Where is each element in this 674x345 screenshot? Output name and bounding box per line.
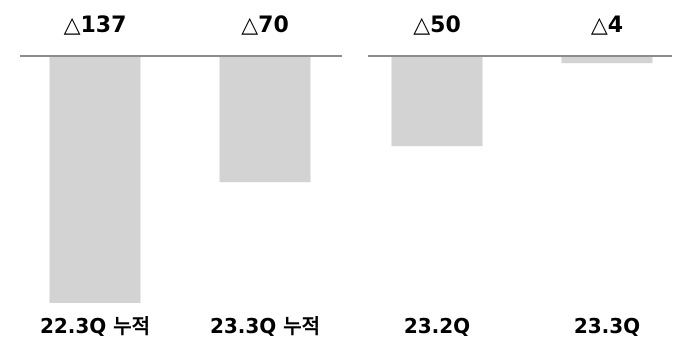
bar-2-2 [561, 56, 653, 64]
data-label-1-2: △70 [241, 13, 289, 38]
category-label-2-2: 23.3Q [574, 314, 640, 338]
bar-1-2 [219, 56, 311, 183]
data-label-2-2: △4 [591, 13, 623, 38]
chart-panel-1: △137 △70 22.3Q 누적 23.3Q 누적 [20, 13, 342, 338]
category-label-1-2: 23.3Q 누적 [210, 314, 320, 338]
chart-panel-2: △50 △4 23.2Q 23.3Q [368, 13, 672, 338]
category-label-1-1: 22.3Q 누적 [40, 314, 150, 338]
data-label-1-1: △137 [64, 13, 127, 38]
bar-2-1 [391, 56, 483, 147]
bar-1-1 [49, 56, 141, 303]
category-label-2-1: 23.2Q [404, 314, 470, 338]
data-label-2-1: △50 [413, 13, 461, 38]
